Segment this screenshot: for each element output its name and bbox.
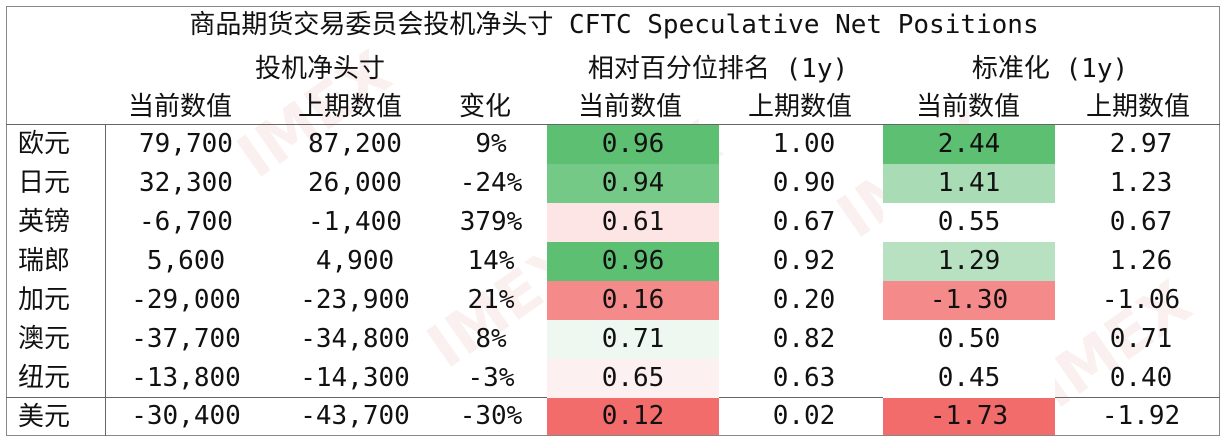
table-row: 瑞郎 5,600 4,900 14% 0.96 0.92 1.29 1.26 <box>6 242 1220 281</box>
col-header-net-change: 变化 <box>458 92 511 122</box>
net-change-cell: 14% <box>467 246 515 276</box>
currency-name-cell: 日元 <box>18 168 71 198</box>
col-header-net-current: 当前数值 <box>127 92 232 122</box>
table-row: 加元 -29,000 -23,900 21% 0.16 0.20 -1.30 -1.06 <box>6 281 1220 320</box>
currency-name-cell: 英镑 <box>18 207 71 237</box>
pct-current-cell: 0.16 <box>547 281 719 320</box>
pct-previous-cell: 0.82 <box>772 324 836 354</box>
currency-name-cell: 澳元 <box>18 324 71 354</box>
pct-previous-cell: 1.00 <box>772 129 836 159</box>
net-previous-cell: -34,800 <box>300 324 410 354</box>
pct-current-cell: 0.71 <box>547 320 719 359</box>
currency-name-cell: 加元 <box>18 285 71 315</box>
pct-previous-cell: 0.63 <box>772 363 836 393</box>
std-previous-cell: 1.26 <box>1109 246 1173 276</box>
col-header-pct-previous: 上期数值 <box>747 92 852 122</box>
currency-name-cell: 瑞郎 <box>18 246 71 276</box>
std-current-cell: 0.45 <box>883 359 1055 398</box>
pct-previous-cell: 0.20 <box>772 285 836 315</box>
col-header-pct-current: 当前数值 <box>577 92 682 122</box>
net-current-cell: -6,700 <box>139 207 233 237</box>
pct-current-cell: 0.96 <box>547 125 719 164</box>
std-current-cell: 1.41 <box>883 164 1055 203</box>
net-current-cell: -29,000 <box>131 285 241 315</box>
net-change-cell: 379% <box>459 207 523 237</box>
std-current-cell: 0.55 <box>883 203 1055 242</box>
pct-current-cell: 0.94 <box>547 164 719 203</box>
pct-previous-cell: 0.92 <box>772 246 836 276</box>
pct-previous-cell: 0.67 <box>772 207 836 237</box>
net-previous-cell: 4,900 <box>315 246 395 276</box>
std-current-cell: -1.30 <box>883 281 1055 320</box>
std-previous-cell: -1.92 <box>1101 401 1181 431</box>
std-previous-cell: 0.71 <box>1109 324 1173 354</box>
net-change-cell: 21% <box>467 285 515 315</box>
header-divider <box>6 124 1220 125</box>
std-previous-cell: 0.40 <box>1109 363 1173 393</box>
net-previous-cell: -1,400 <box>308 207 402 237</box>
table-row: 纽元 -13,800 -14,300 -3% 0.65 0.63 0.45 0.40 <box>6 359 1220 398</box>
net-current-cell: 79,700 <box>139 129 233 159</box>
net-change-cell: -30% <box>459 401 523 431</box>
pct-current-cell: 0.61 <box>547 203 719 242</box>
std-current-cell: 1.29 <box>883 242 1055 281</box>
std-previous-cell: 1.23 <box>1109 168 1173 198</box>
currency-name-cell: 美元 <box>18 402 71 432</box>
currency-name-cell: 欧元 <box>18 129 71 159</box>
col-header-std-previous: 上期数值 <box>1085 92 1190 122</box>
net-previous-cell: -14,300 <box>300 363 410 393</box>
std-current-cell: -1.73 <box>883 398 1055 435</box>
pct-current-cell: 0.12 <box>547 398 719 435</box>
net-current-cell: 32,300 <box>139 168 233 198</box>
net-current-cell: -30,400 <box>131 401 241 431</box>
group-header-percentile-rank: 相对百分位排名 (1y) <box>587 54 849 84</box>
col-header-net-previous: 上期数值 <box>297 92 402 122</box>
col-header-std-current: 当前数值 <box>915 92 1020 122</box>
std-current-cell: 0.50 <box>883 320 1055 359</box>
table-row: 英镑 -6,700 -1,400 379% 0.61 0.67 0.55 0.67 <box>6 203 1220 242</box>
net-previous-cell: 26,000 <box>308 168 402 198</box>
pct-current-cell: 0.65 <box>547 359 719 398</box>
pct-current-cell: 0.96 <box>547 242 719 281</box>
std-previous-cell: 0.67 <box>1109 207 1173 237</box>
net-previous-cell: 87,200 <box>308 129 402 159</box>
pct-previous-cell: 0.90 <box>772 168 836 198</box>
std-previous-cell: -1.06 <box>1101 285 1181 315</box>
table-row: 美元 -30,400 -43,700 -30% 0.12 0.02 -1.73 -1.92 <box>6 398 1220 435</box>
net-previous-cell: -43,700 <box>300 401 410 431</box>
table-row: 欧元 79,700 87,200 9% 0.96 1.00 2.44 2.97 <box>6 125 1220 164</box>
group-header-standardized: 标准化 (1y) <box>971 54 1129 84</box>
std-previous-cell: 2.97 <box>1109 129 1173 159</box>
net-change-cell: -24% <box>459 168 523 198</box>
table-row: 日元 32,300 26,000 -24% 0.94 0.90 1.41 1.23 <box>6 164 1220 203</box>
net-change-cell: 9% <box>475 129 507 159</box>
net-change-cell: 8% <box>475 324 507 354</box>
net-current-cell: 5,600 <box>146 246 226 276</box>
std-current-cell: 2.44 <box>883 125 1055 164</box>
group-header-net-positions: 投机净头寸 <box>254 54 385 84</box>
table-title: 商品期货交易委员会投机净头寸 CFTC Speculative Net Posi… <box>189 10 1039 40</box>
net-current-cell: -37,700 <box>131 324 241 354</box>
table-row: 澳元 -37,700 -34,800 8% 0.71 0.82 0.50 0.71 <box>6 320 1220 359</box>
table-frame <box>6 6 1220 436</box>
net-previous-cell: -23,900 <box>300 285 410 315</box>
net-change-cell: -3% <box>467 363 515 393</box>
currency-name-cell: 纽元 <box>18 363 71 393</box>
name-column-divider <box>105 124 106 436</box>
net-current-cell: -13,800 <box>131 363 241 393</box>
pct-previous-cell: 0.02 <box>772 401 836 431</box>
